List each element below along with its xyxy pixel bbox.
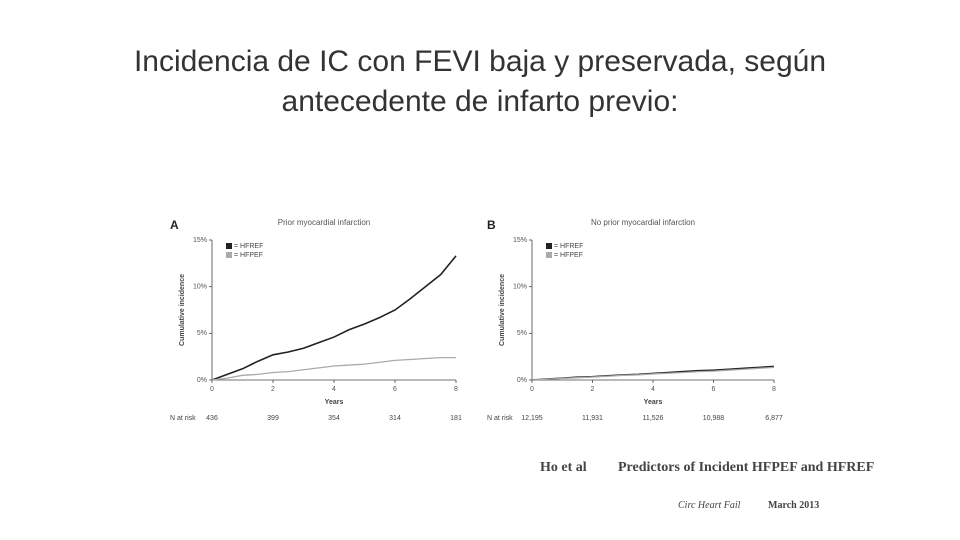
- x-tick-label: 6: [393, 386, 397, 393]
- x-tick-label: 4: [332, 386, 336, 393]
- n-at-risk-value: 11,931: [582, 415, 603, 422]
- x-tick-label: 4: [651, 386, 655, 393]
- n-at-risk-value: 314: [389, 415, 401, 422]
- citation-article: Predictors of Incident HFPEF and HFREF: [618, 460, 875, 475]
- y-tick-label: 5%: [517, 330, 527, 337]
- x-tick-label: 2: [591, 386, 595, 393]
- x-axis-label: Years: [325, 399, 344, 406]
- legend-swatch: [226, 243, 232, 249]
- n-at-risk-value: 354: [328, 415, 340, 422]
- panel-label: A: [170, 218, 179, 232]
- n-at-risk-value: 6,877: [765, 415, 783, 422]
- citation-journal: Circ Heart Fail: [678, 500, 741, 511]
- n-at-risk-label: N at risk: [170, 415, 196, 422]
- line-series: [211, 255, 457, 381]
- y-tick-label: 10%: [193, 284, 207, 291]
- chart-title: No prior myocardial infarction: [591, 218, 695, 227]
- legend-swatch: [226, 252, 232, 258]
- y-tick-label: 15%: [513, 237, 527, 244]
- x-axis-label: Years: [644, 399, 663, 406]
- line-series: [531, 366, 775, 381]
- slide-title: antecedente de infarto previo:: [281, 85, 679, 118]
- legend-swatch: [546, 243, 552, 249]
- y-tick-label: 15%: [193, 237, 207, 244]
- legend-label: = HFREF: [234, 243, 263, 250]
- n-at-risk-value: 11,526: [643, 415, 664, 422]
- legend-label: = HFPEF: [234, 252, 263, 259]
- n-at-risk-value: 399: [267, 415, 279, 422]
- y-axis-label: Cumulative incidence: [499, 274, 506, 346]
- citation-date: March 2013: [768, 500, 820, 511]
- x-tick-label: 8: [772, 386, 776, 393]
- n-at-risk-label: N at risk: [487, 415, 513, 422]
- y-tick-label: 5%: [197, 330, 207, 337]
- n-at-risk-value: 10,988: [703, 415, 725, 422]
- line-series: [211, 356, 456, 381]
- y-tick-label: 10%: [513, 284, 527, 291]
- x-tick-label: 2: [271, 386, 275, 393]
- legend-label: = HFREF: [554, 243, 583, 250]
- y-tick-label: 0%: [517, 377, 527, 384]
- n-at-risk-value: 12,195: [521, 415, 543, 422]
- x-tick-label: 8: [454, 386, 458, 393]
- chart-title: Prior myocardial infarction: [278, 218, 370, 227]
- y-tick-label: 0%: [197, 377, 207, 384]
- slide-title: Incidencia de IC con FEVI baja y preserv…: [133, 45, 827, 78]
- y-axis-label: Cumulative incidence: [179, 274, 186, 346]
- citation-authors: Ho et al: [540, 460, 587, 475]
- panel-label: B: [487, 218, 496, 232]
- legend-label: = HFPEF: [554, 252, 583, 259]
- x-tick-label: 0: [210, 386, 214, 393]
- n-at-risk-value: 436: [206, 415, 218, 422]
- x-tick-label: 6: [712, 386, 716, 393]
- x-tick-label: 0: [530, 386, 534, 393]
- legend-swatch: [546, 252, 552, 258]
- n-at-risk-value: 181: [450, 415, 462, 422]
